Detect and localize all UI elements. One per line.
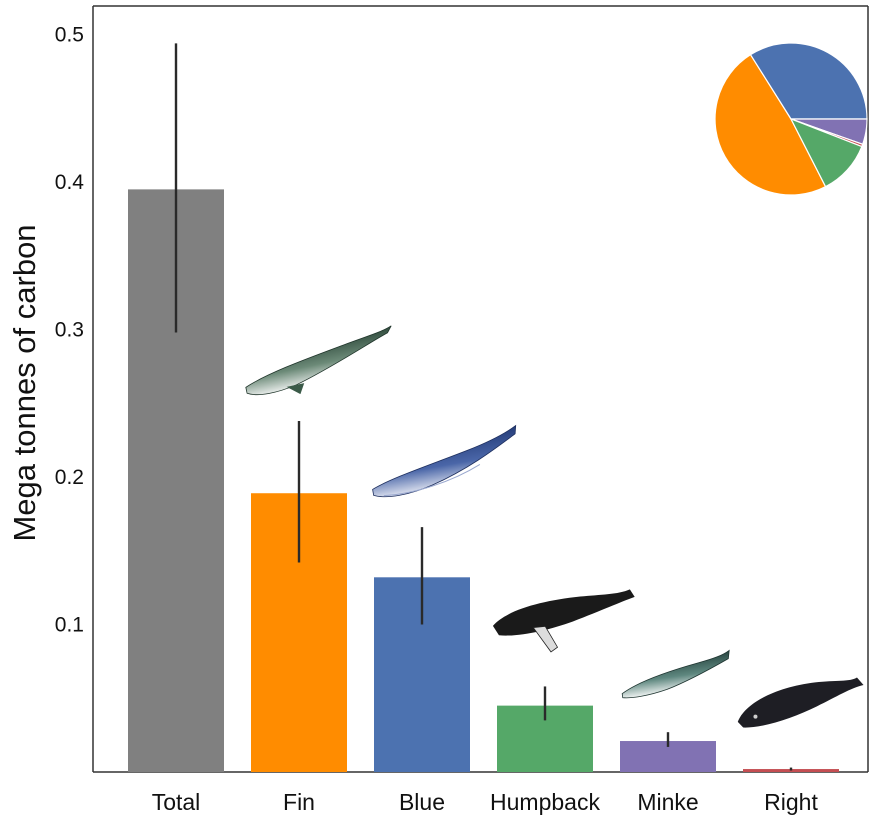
category-label-humpback: Humpback bbox=[490, 789, 600, 815]
y-axis-label: Mega tonnes of carbon bbox=[7, 224, 42, 541]
category-label-right: Right bbox=[764, 789, 818, 815]
category-labels: Total Fin Blue Humpback Minke Right bbox=[152, 789, 819, 815]
error-bars bbox=[174, 43, 793, 771]
y-tick-label: 0.4 bbox=[55, 171, 85, 194]
y-tick-label: 0.1 bbox=[55, 614, 84, 637]
y-tick-label: 0.3 bbox=[55, 319, 84, 342]
fin-whale-icon bbox=[245, 325, 392, 396]
y-tick-label: 0.2 bbox=[55, 466, 84, 489]
pie-slice-blue bbox=[749, 42, 868, 120]
humpback-whale-icon bbox=[492, 589, 635, 653]
pie-inset bbox=[714, 42, 868, 196]
pie-slice-humpback bbox=[789, 117, 863, 188]
pie-slice-fin bbox=[714, 53, 827, 196]
category-label-minke: Minke bbox=[637, 789, 698, 815]
right-whale-icon bbox=[737, 677, 864, 728]
minke-whale-icon bbox=[621, 649, 730, 699]
category-label-fin: Fin bbox=[283, 789, 315, 815]
category-label-total: Total bbox=[152, 789, 201, 815]
y-tick-labels: 0.1 0.2 0.3 0.4 0.5 bbox=[55, 24, 85, 637]
category-label-blue: Blue bbox=[399, 789, 445, 815]
blue-whale-icon bbox=[372, 424, 517, 498]
bars bbox=[128, 189, 839, 772]
y-tick-label: 0.5 bbox=[55, 24, 84, 47]
